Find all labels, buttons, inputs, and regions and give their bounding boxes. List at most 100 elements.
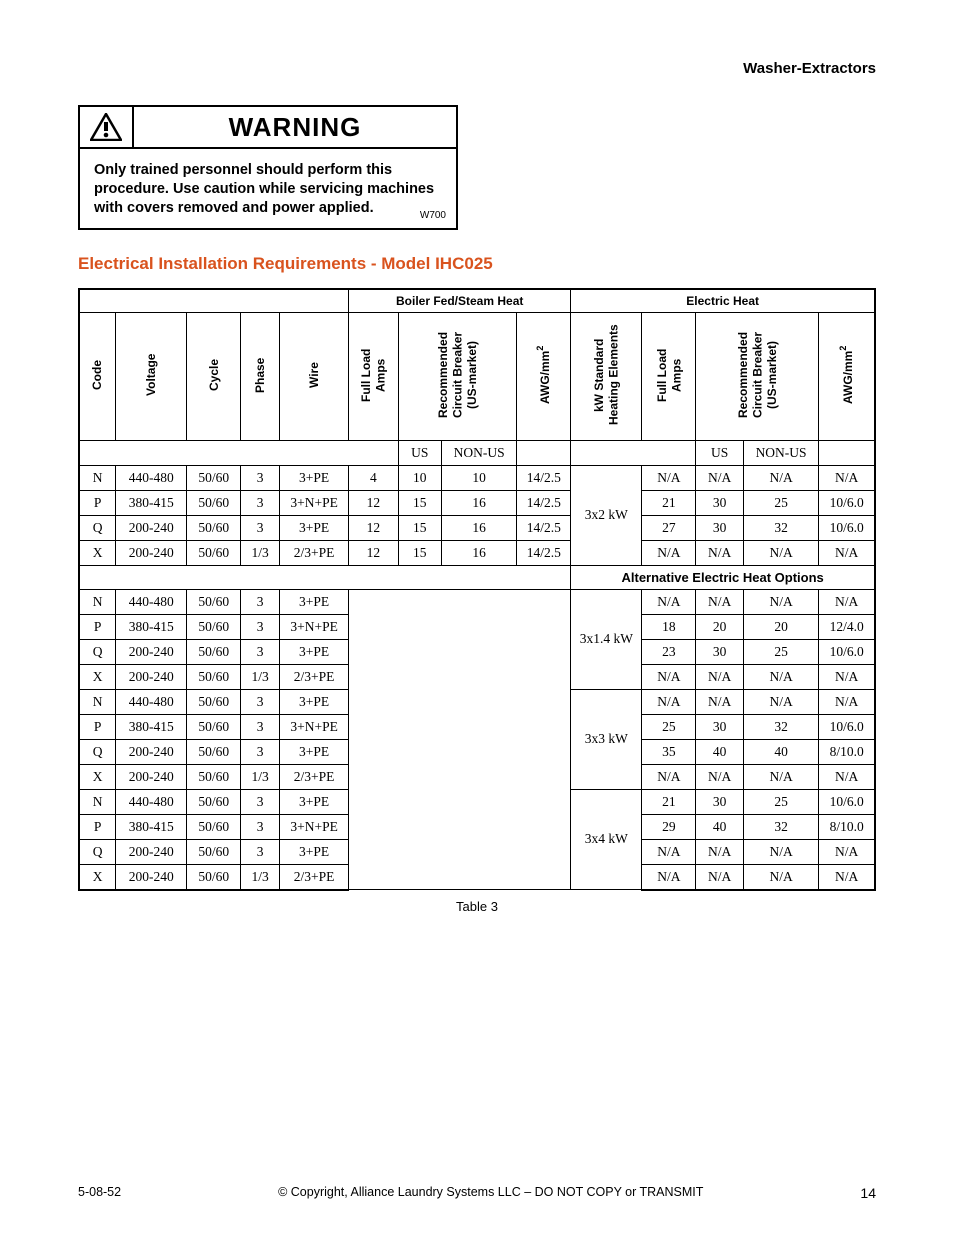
footer: 5-08-52 © Copyright, Alliance Laundry Sy… (78, 1185, 876, 1201)
cell: 50/60 (187, 814, 241, 839)
col-awg1: AWG/mm2 (533, 317, 554, 433)
cell: 440-480 (116, 465, 187, 490)
cell: 200-240 (116, 864, 187, 890)
cell: 50/60 (187, 839, 241, 864)
cell: 440-480 (116, 589, 187, 614)
cell: N/A (743, 589, 819, 614)
footer-page-number: 14 (860, 1185, 876, 1201)
cell: 16 (441, 515, 517, 540)
cell: N/A (819, 764, 875, 789)
cell: P (79, 714, 116, 739)
cell: N/A (743, 764, 819, 789)
alt-label: Alternative Electric Heat Options (571, 565, 875, 589)
col-cycle: Cycle (205, 317, 223, 433)
cell: 27 (642, 515, 696, 540)
cell: 2/3+PE (280, 764, 349, 789)
group-boiler: Boiler Fed/Steam Heat (349, 289, 571, 313)
cell: 3+PE (280, 739, 349, 764)
table-row: N440-48050/6033+PE4101014/2.53x2 kWN/AN/… (79, 465, 875, 490)
spec-table: Boiler Fed/Steam Heat Electric Heat Code… (78, 288, 876, 891)
cell: N/A (696, 664, 743, 689)
cell: 15 (398, 540, 441, 565)
cell: 32 (743, 814, 819, 839)
cell: 2/3+PE (280, 664, 349, 689)
cell: N/A (642, 589, 696, 614)
cell: 3 (241, 814, 280, 839)
cell: 10/6.0 (819, 789, 875, 814)
cell: N/A (642, 664, 696, 689)
cell: N/A (819, 540, 875, 565)
col-breaker2: Recommended Circuit Breaker (US-market) (734, 317, 781, 433)
cell: 3 (241, 639, 280, 664)
cell: 1/3 (241, 864, 280, 890)
cell: N (79, 689, 116, 714)
cell: 3+PE (280, 515, 349, 540)
cell: N/A (743, 839, 819, 864)
cell: X (79, 764, 116, 789)
cell: 50/60 (187, 639, 241, 664)
page: Washer-Extractors WARNING Only trained p… (0, 0, 954, 1235)
cell: 3 (241, 589, 280, 614)
cell: 1/3 (241, 664, 280, 689)
cell: 3 (241, 839, 280, 864)
cell: X (79, 540, 116, 565)
cell: 4 (349, 465, 399, 490)
cell: 21 (642, 490, 696, 515)
footer-left: 5-08-52 (78, 1185, 121, 1201)
cell: 30 (696, 515, 743, 540)
warning-body: Only trained personnel should perform th… (80, 149, 456, 228)
cell: 50/60 (187, 540, 241, 565)
col-breaker1: Recommended Circuit Breaker (US-market) (434, 317, 481, 433)
cell: 32 (743, 714, 819, 739)
cell: 200-240 (116, 540, 187, 565)
warning-title: WARNING (134, 112, 456, 143)
cell: 3+PE (280, 689, 349, 714)
cell: 21 (642, 789, 696, 814)
cell: 3+N+PE (280, 814, 349, 839)
cell: 40 (743, 739, 819, 764)
cell: 50/60 (187, 739, 241, 764)
cell: 380-415 (116, 714, 187, 739)
cell: 3 (241, 465, 280, 490)
cell: 50/60 (187, 465, 241, 490)
col-awg2: AWG/mm2 (836, 317, 857, 433)
cell: 3x2 kW (571, 465, 642, 565)
table-row: Q200-24050/6033+PE12151614/2.527303210/6… (79, 515, 875, 540)
cell: 200-240 (116, 515, 187, 540)
cell: N/A (642, 465, 696, 490)
cell: 10 (441, 465, 517, 490)
cell: 18 (642, 614, 696, 639)
cell: Q (79, 515, 116, 540)
cell: 3+PE (280, 839, 349, 864)
cell: 3x4 kW (571, 789, 642, 890)
cell: 50/60 (187, 789, 241, 814)
table-row: N440-48050/6033+PE3x1.4 kWN/AN/AN/AN/A (79, 589, 875, 614)
table-row: X200-24050/601/32/3+PE12151614/2.5N/AN/A… (79, 540, 875, 565)
cell: N (79, 589, 116, 614)
cell: X (79, 864, 116, 890)
cell: 380-415 (116, 814, 187, 839)
warning-box: WARNING Only trained personnel should pe… (78, 105, 458, 230)
section-title: Electrical Installation Requirements - M… (78, 254, 876, 274)
cell: X (79, 664, 116, 689)
cell: 3+PE (280, 789, 349, 814)
cell: 10/6.0 (819, 515, 875, 540)
cell: 3+N+PE (280, 490, 349, 515)
cell: 12 (349, 490, 399, 515)
col-voltage: Voltage (142, 317, 160, 433)
cell: 50/60 (187, 589, 241, 614)
table-caption: Table 3 (78, 899, 876, 914)
cell: N/A (743, 540, 819, 565)
cell: 200-240 (116, 639, 187, 664)
footer-center: © Copyright, Alliance Laundry Systems LL… (121, 1185, 860, 1201)
cell: 15 (398, 515, 441, 540)
cell: 12/4.0 (819, 614, 875, 639)
cell: 3 (241, 515, 280, 540)
cell: 50/60 (187, 764, 241, 789)
col-wire: Wire (305, 317, 323, 433)
cell: 15 (398, 490, 441, 515)
group-electric: Electric Heat (571, 289, 875, 313)
warning-code: W700 (420, 209, 446, 222)
cell: 1/3 (241, 540, 280, 565)
cell: 40 (696, 814, 743, 839)
